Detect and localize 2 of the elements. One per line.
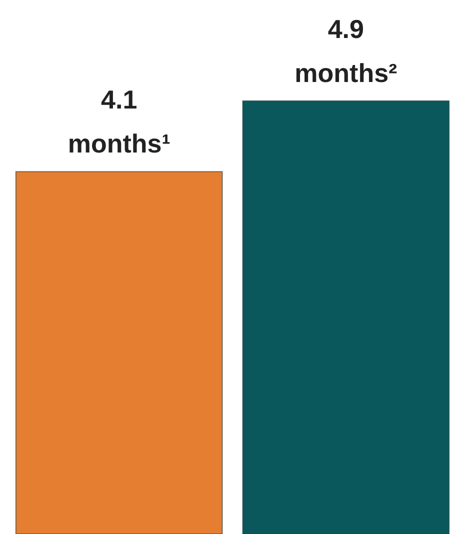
data-label: 4.9 months²: [294, 14, 398, 88]
data-label: 4.1 months¹: [68, 84, 170, 159]
